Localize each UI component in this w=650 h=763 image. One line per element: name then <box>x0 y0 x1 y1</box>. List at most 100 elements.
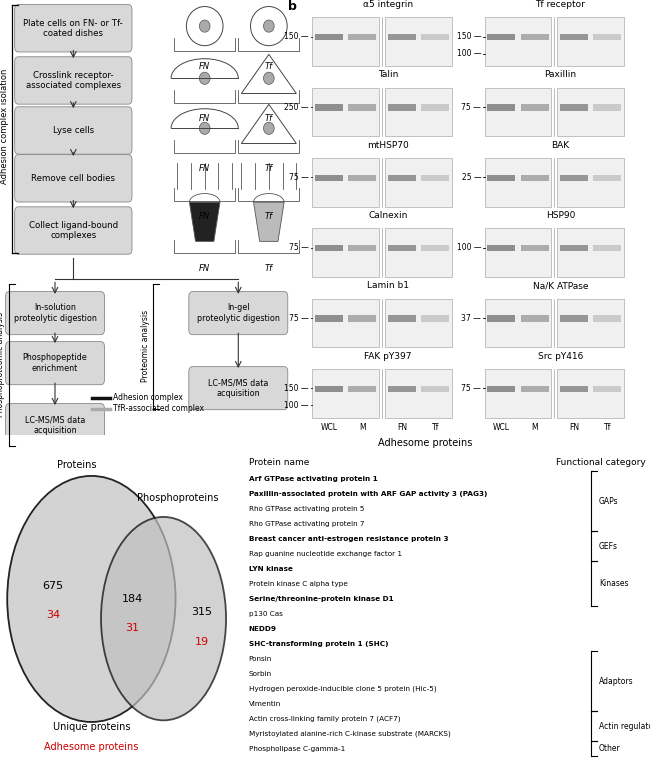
Bar <box>313 228 379 277</box>
Bar <box>313 299 379 347</box>
Ellipse shape <box>101 517 226 720</box>
Bar <box>488 34 515 40</box>
Ellipse shape <box>263 72 274 85</box>
Text: Sorbin: Sorbin <box>249 671 272 677</box>
Bar <box>593 175 621 181</box>
Bar <box>385 299 452 347</box>
FancyBboxPatch shape <box>188 291 288 335</box>
Text: TfR-associated complex: TfR-associated complex <box>113 404 204 414</box>
Text: Protein kinase C alpha type: Protein kinase C alpha type <box>249 581 348 587</box>
Text: Adhesome proteins: Adhesome proteins <box>44 742 138 752</box>
FancyBboxPatch shape <box>15 107 132 154</box>
Bar <box>488 385 515 392</box>
Text: FN: FN <box>199 264 210 273</box>
Text: Functional category: Functional category <box>556 458 645 467</box>
Bar <box>421 34 449 40</box>
Bar <box>421 245 449 251</box>
Text: p130 Cas: p130 Cas <box>249 610 283 617</box>
Text: mtHSP70: mtHSP70 <box>367 140 409 150</box>
Text: 100 —: 100 — <box>457 243 481 253</box>
Text: LYN kinase: LYN kinase <box>249 565 292 571</box>
Text: Breast cancer anti-estrogen resistance protein 3: Breast cancer anti-estrogen resistance p… <box>249 536 448 542</box>
Text: Vimentin: Vimentin <box>249 701 281 707</box>
Text: M: M <box>359 423 366 432</box>
Bar <box>388 175 416 181</box>
Text: Kinases: Kinases <box>599 579 629 588</box>
Text: 100 —: 100 — <box>457 50 481 58</box>
Ellipse shape <box>200 20 210 32</box>
Bar <box>485 299 551 347</box>
Bar <box>485 228 551 277</box>
Text: Other: Other <box>599 745 621 753</box>
Text: Collect ligand-bound
complexes: Collect ligand-bound complexes <box>29 221 118 240</box>
Polygon shape <box>254 202 284 241</box>
Text: Tf: Tf <box>604 423 611 432</box>
Text: 75 —: 75 — <box>289 173 309 182</box>
Bar <box>385 18 452 66</box>
Bar <box>348 34 376 40</box>
Bar <box>485 158 551 207</box>
Bar <box>313 88 379 137</box>
Text: Tf: Tf <box>265 164 273 173</box>
Bar <box>348 315 376 321</box>
Bar <box>560 175 588 181</box>
Text: Phosphoproteins: Phosphoproteins <box>137 493 218 503</box>
FancyBboxPatch shape <box>188 367 288 410</box>
Text: Adhesion complex isolation: Adhesion complex isolation <box>0 69 9 184</box>
Bar <box>521 105 549 111</box>
Bar <box>421 175 449 181</box>
Text: Tf: Tf <box>265 264 273 273</box>
Text: FN: FN <box>199 164 210 173</box>
Bar <box>558 18 624 66</box>
Text: WCL: WCL <box>493 423 510 432</box>
Text: Rho GTPase activating protein 5: Rho GTPase activating protein 5 <box>249 506 364 511</box>
Text: 75 —: 75 — <box>462 103 481 111</box>
Text: Ponsin: Ponsin <box>249 655 272 662</box>
Bar <box>485 88 551 137</box>
Text: Protein name: Protein name <box>249 458 309 467</box>
Text: 150 —: 150 — <box>457 32 481 41</box>
Text: 675: 675 <box>42 581 64 591</box>
Bar <box>315 385 343 392</box>
Text: NEDD9: NEDD9 <box>249 626 277 632</box>
Text: Lamin b1: Lamin b1 <box>367 282 410 291</box>
FancyBboxPatch shape <box>5 404 105 446</box>
Bar <box>560 245 588 251</box>
Bar <box>421 315 449 321</box>
Bar <box>593 385 621 392</box>
Bar <box>593 315 621 321</box>
Bar <box>521 34 549 40</box>
Text: FN: FN <box>199 212 210 221</box>
Text: Calnexin: Calnexin <box>369 211 408 220</box>
FancyBboxPatch shape <box>15 56 132 105</box>
Text: Tf receptor: Tf receptor <box>536 0 586 9</box>
Ellipse shape <box>187 7 223 46</box>
Text: Plate cells on FN- or Tf-
coated dishes: Plate cells on FN- or Tf- coated dishes <box>23 18 124 38</box>
Text: Phospholipase C-gamma-1: Phospholipase C-gamma-1 <box>249 746 345 752</box>
Bar <box>558 228 624 277</box>
Bar <box>388 385 416 392</box>
Bar <box>558 299 624 347</box>
Bar <box>421 385 449 392</box>
Bar <box>315 34 343 40</box>
Text: Myristoylated alanine-rich C-kinase substrate (MARCKS): Myristoylated alanine-rich C-kinase subs… <box>249 731 450 737</box>
Bar <box>558 88 624 137</box>
Text: 100 —: 100 — <box>285 401 309 410</box>
Text: LC-MS/MS data
acquisition: LC-MS/MS data acquisition <box>208 378 268 398</box>
Bar <box>313 18 379 66</box>
Bar <box>348 245 376 251</box>
Bar <box>388 315 416 321</box>
Ellipse shape <box>250 7 287 46</box>
Ellipse shape <box>263 122 274 134</box>
Text: Adhesome proteins: Adhesome proteins <box>378 438 472 448</box>
Ellipse shape <box>7 476 176 722</box>
Text: Arf GTPase activating protein 1: Arf GTPase activating protein 1 <box>249 475 378 481</box>
Text: Phosphoproteomic analysis: Phosphoproteomic analysis <box>0 312 5 417</box>
Bar <box>593 245 621 251</box>
Bar <box>558 369 624 417</box>
Bar <box>388 105 416 111</box>
Bar <box>421 105 449 111</box>
Text: Actin regulators: Actin regulators <box>599 722 650 731</box>
Text: 25 —: 25 — <box>462 173 481 182</box>
Bar <box>313 158 379 207</box>
